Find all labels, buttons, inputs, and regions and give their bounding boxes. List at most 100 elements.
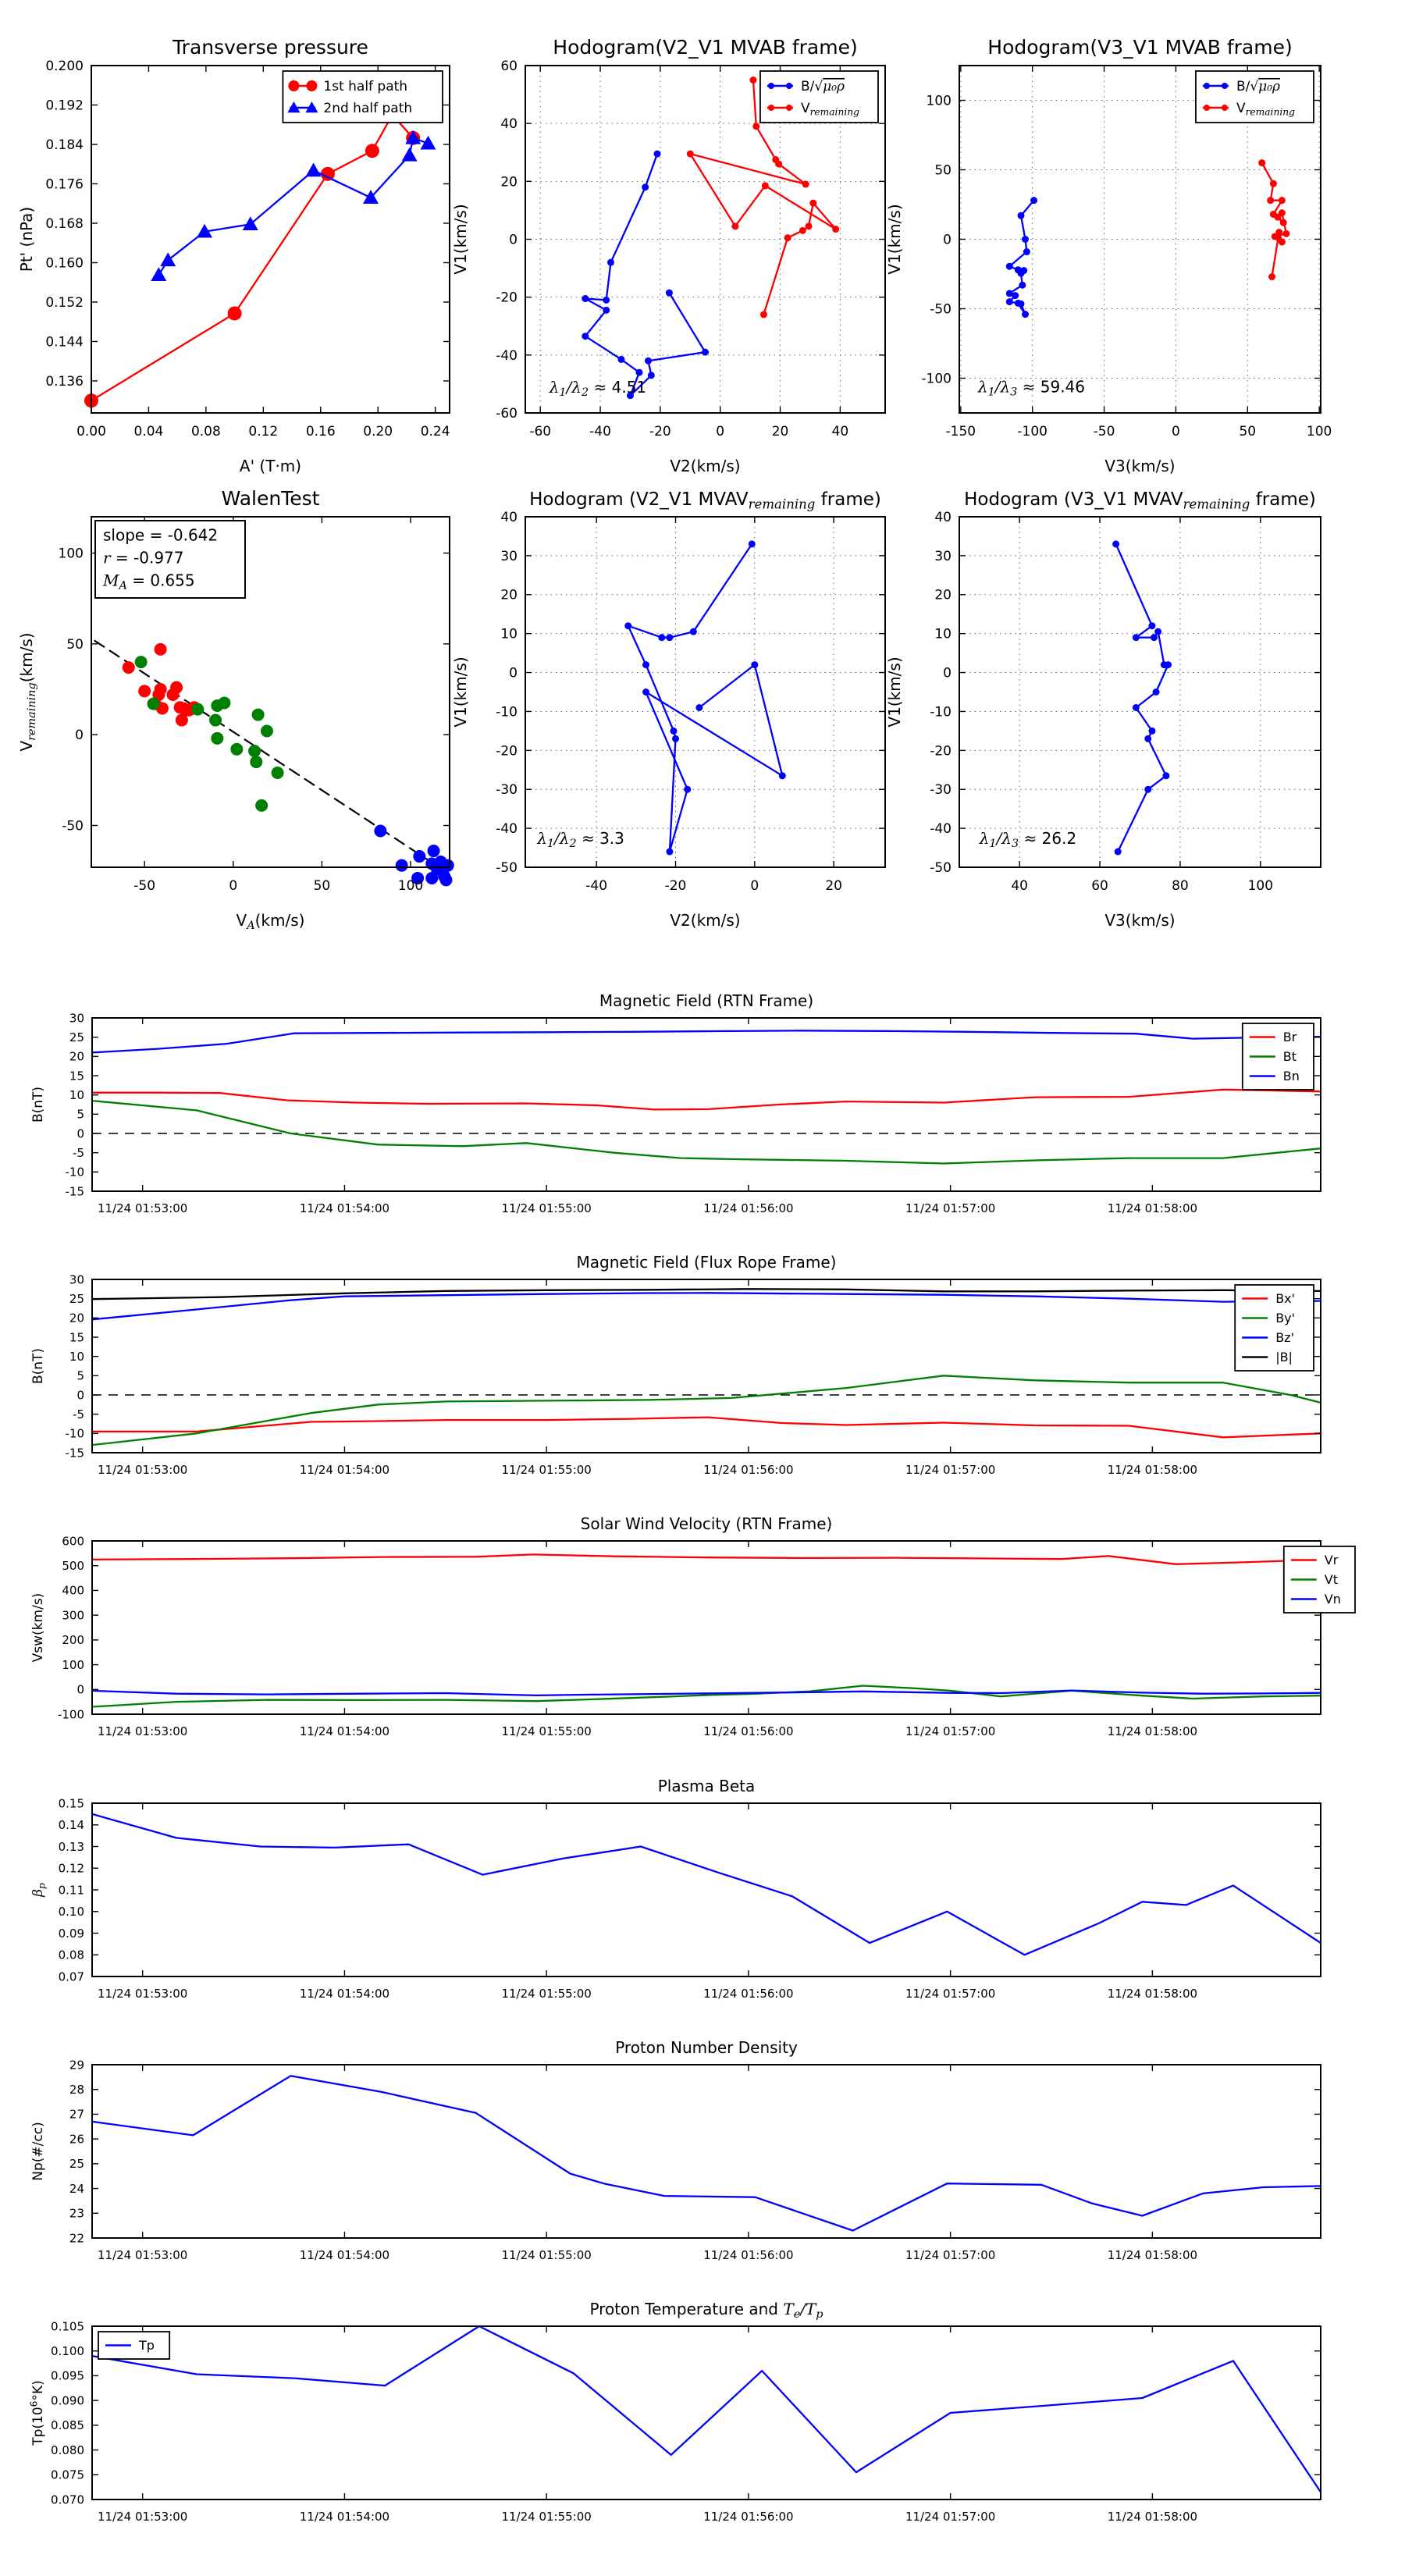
y-axis-label: Tp(106°K)	[29, 2380, 46, 2446]
stats-box-frame	[94, 520, 246, 599]
y-tick-label: 0.08	[59, 1948, 84, 1962]
stats-line: slope = -0.642	[103, 525, 218, 544]
series-V-hodogram	[624, 540, 786, 856]
chart-ts-tp: 11/24 01:53:00 11/24 01:54:00 11/24 01:55:…	[29, 2300, 1322, 2524]
data-point	[582, 295, 589, 303]
y-tick-label: 15	[69, 1069, 84, 1083]
chart-transverse-pressure: 0.00 0.04 0.08 0.12 0.16 0.20 0.24 0.136 0.144 0.…	[17, 36, 450, 475]
annotation: λ1/λ3 ≈ 59.46	[977, 377, 1085, 398]
axes-frame	[91, 516, 450, 868]
data-point	[1005, 298, 1013, 306]
legend: Tp	[98, 2331, 171, 2360]
x-tick-label: -40	[589, 424, 611, 439]
y-axis-label: B(nT)	[30, 1348, 46, 1384]
data-point	[271, 767, 284, 780]
x-tick-label: 0	[229, 878, 237, 894]
data-point	[665, 289, 673, 297]
data-point	[230, 742, 244, 756]
legend-marker	[288, 80, 300, 91]
y-tick-label: 0.080	[51, 2443, 84, 2457]
legend-label: Bn	[1283, 1069, 1300, 1083]
legend-label: Br	[1283, 1030, 1297, 1044]
data-point	[320, 166, 335, 181]
series-B-sqrt-mu0rho	[582, 150, 709, 400]
y-tick-label: 0	[509, 666, 518, 681]
data-point	[1132, 634, 1140, 642]
data-point	[603, 306, 610, 314]
x-axis-label: V2(km/s)	[670, 457, 740, 475]
y-tick-label: -10	[66, 1427, 85, 1441]
stats-line: r = -0.977	[103, 548, 184, 567]
y-tick-label: 20	[69, 1311, 84, 1325]
y-tick-label: 0.136	[45, 374, 84, 390]
y-tick-label: -20	[496, 743, 518, 759]
x-tick-label: 11/24 01:54:00	[300, 2510, 389, 2524]
series-V-remaining	[686, 76, 840, 318]
y-tick-label: 0.09	[59, 1927, 84, 1941]
y-axis-label: Pt' (nPa)	[17, 207, 36, 272]
axes-frame	[91, 65, 450, 414]
y-tick-label: 24	[69, 2182, 84, 2196]
data-point	[175, 713, 188, 727]
series-points-middle	[134, 656, 284, 812]
y-tick-label: 0.152	[45, 295, 84, 311]
x-tick-label: 0	[716, 424, 724, 439]
chart-title: Solar Wind Velocity (RTN Frame)	[581, 1514, 833, 1533]
x-axis-label: A' (T·m)	[240, 457, 301, 475]
y-tick-label: 0.070	[51, 2492, 84, 2507]
y-tick-label: 0.14	[59, 1818, 84, 1832]
y-tick-label: 0	[75, 728, 84, 743]
data-point	[209, 713, 222, 727]
legend-marker	[1203, 83, 1210, 89]
data-point	[248, 745, 261, 758]
data-point	[151, 267, 167, 282]
data-point	[832, 226, 840, 233]
data-point	[427, 845, 440, 858]
x-tick-label: 11/24 01:54:00	[300, 1987, 389, 2001]
axes-frame	[91, 1540, 1321, 1715]
y-tick-label: 0	[76, 1126, 84, 1140]
data-point	[748, 540, 756, 548]
y-tick-label: 25	[69, 1292, 84, 1306]
y-tick-label: 100	[59, 546, 84, 561]
data-point	[260, 724, 273, 738]
data-point	[1132, 703, 1140, 711]
y-tick-label: -40	[496, 821, 518, 837]
y-tick-label: 0.12	[59, 1862, 84, 1876]
x-tick-label: -100	[1017, 424, 1048, 439]
y-tick-label: -10	[496, 704, 518, 720]
legend-label: Vt	[1325, 1572, 1338, 1587]
y-axis-label: βp	[30, 1883, 47, 1898]
y-axis-label: V1(km/s)	[885, 204, 904, 274]
legend-label: Vremaining	[801, 101, 859, 117]
x-tick-label: 0.00	[76, 424, 106, 439]
x-tick-label: 11/24 01:57:00	[905, 2248, 995, 2262]
data-point	[138, 685, 151, 698]
legend-marker	[1221, 105, 1228, 111]
legend: B/√μ₀ρ Vremaining	[1195, 70, 1314, 123]
x-tick-label: 50	[314, 878, 331, 894]
data-point	[1279, 219, 1287, 226]
y-tick-label: 0.192	[45, 98, 84, 113]
data-point	[653, 150, 661, 158]
y-tick-label: 40	[500, 510, 518, 525]
y-tick-label: -20	[930, 743, 951, 759]
data-point	[802, 180, 809, 188]
y-tick-label: 5	[76, 1369, 84, 1383]
data-point	[211, 731, 224, 745]
y-tick-label: -50	[930, 301, 951, 317]
legend-label: 2nd half path	[323, 101, 412, 116]
x-tick-label: -40	[585, 878, 607, 894]
x-tick-label: 100	[1307, 424, 1332, 439]
chart-ts-b-fluxrope: 11/24 01:53:00 11/24 01:54:00 11/24 01:55:…	[30, 1253, 1322, 1477]
data-point	[1017, 212, 1025, 219]
y-tick-label: 400	[62, 1584, 84, 1598]
y-tick-label: -30	[496, 782, 518, 798]
chart-title: Hodogram (V2_V1 MVAVremaining frame)	[529, 489, 881, 512]
x-tick-label: 11/24 01:58:00	[1108, 1201, 1197, 1215]
chart-title: Proton Number Density	[615, 2038, 798, 2057]
x-tick-label: 11/24 01:53:00	[98, 1724, 187, 1738]
y-tick-label: 40	[500, 116, 518, 132]
data-point	[582, 333, 589, 340]
y-tick-label: 10	[69, 1350, 84, 1364]
